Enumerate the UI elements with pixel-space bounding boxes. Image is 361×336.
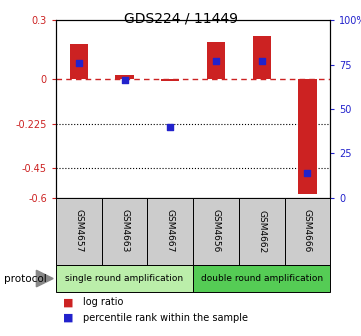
Bar <box>298 79 317 194</box>
Bar <box>253 36 271 79</box>
Bar <box>56 198 102 265</box>
Bar <box>193 198 239 265</box>
Text: ■: ■ <box>63 297 74 307</box>
Point <box>213 58 219 64</box>
Text: ■: ■ <box>63 312 74 323</box>
Bar <box>70 44 88 79</box>
Text: single round amplification: single round amplification <box>65 274 184 283</box>
Bar <box>116 75 134 79</box>
Bar <box>147 198 193 265</box>
Bar <box>284 198 330 265</box>
Text: double round amplification: double round amplification <box>201 274 323 283</box>
Point <box>305 170 310 175</box>
Bar <box>193 265 330 292</box>
Point <box>76 60 82 66</box>
Text: protocol: protocol <box>4 274 46 284</box>
Text: GSM4656: GSM4656 <box>212 209 221 253</box>
Text: GSM4662: GSM4662 <box>257 210 266 253</box>
Point <box>122 78 127 83</box>
Bar <box>102 198 147 265</box>
Text: GDS224 / 11449: GDS224 / 11449 <box>123 12 238 26</box>
Point <box>168 124 173 129</box>
Point <box>259 58 265 64</box>
Bar <box>207 42 225 79</box>
Text: log ratio: log ratio <box>83 297 123 307</box>
Text: GSM4666: GSM4666 <box>303 209 312 253</box>
Bar <box>239 198 284 265</box>
Polygon shape <box>36 270 53 287</box>
Text: percentile rank within the sample: percentile rank within the sample <box>83 312 248 323</box>
Bar <box>56 265 193 292</box>
Bar <box>161 79 179 81</box>
Text: GSM4663: GSM4663 <box>120 209 129 253</box>
Text: GSM4657: GSM4657 <box>74 209 83 253</box>
Text: GSM4667: GSM4667 <box>166 209 175 253</box>
